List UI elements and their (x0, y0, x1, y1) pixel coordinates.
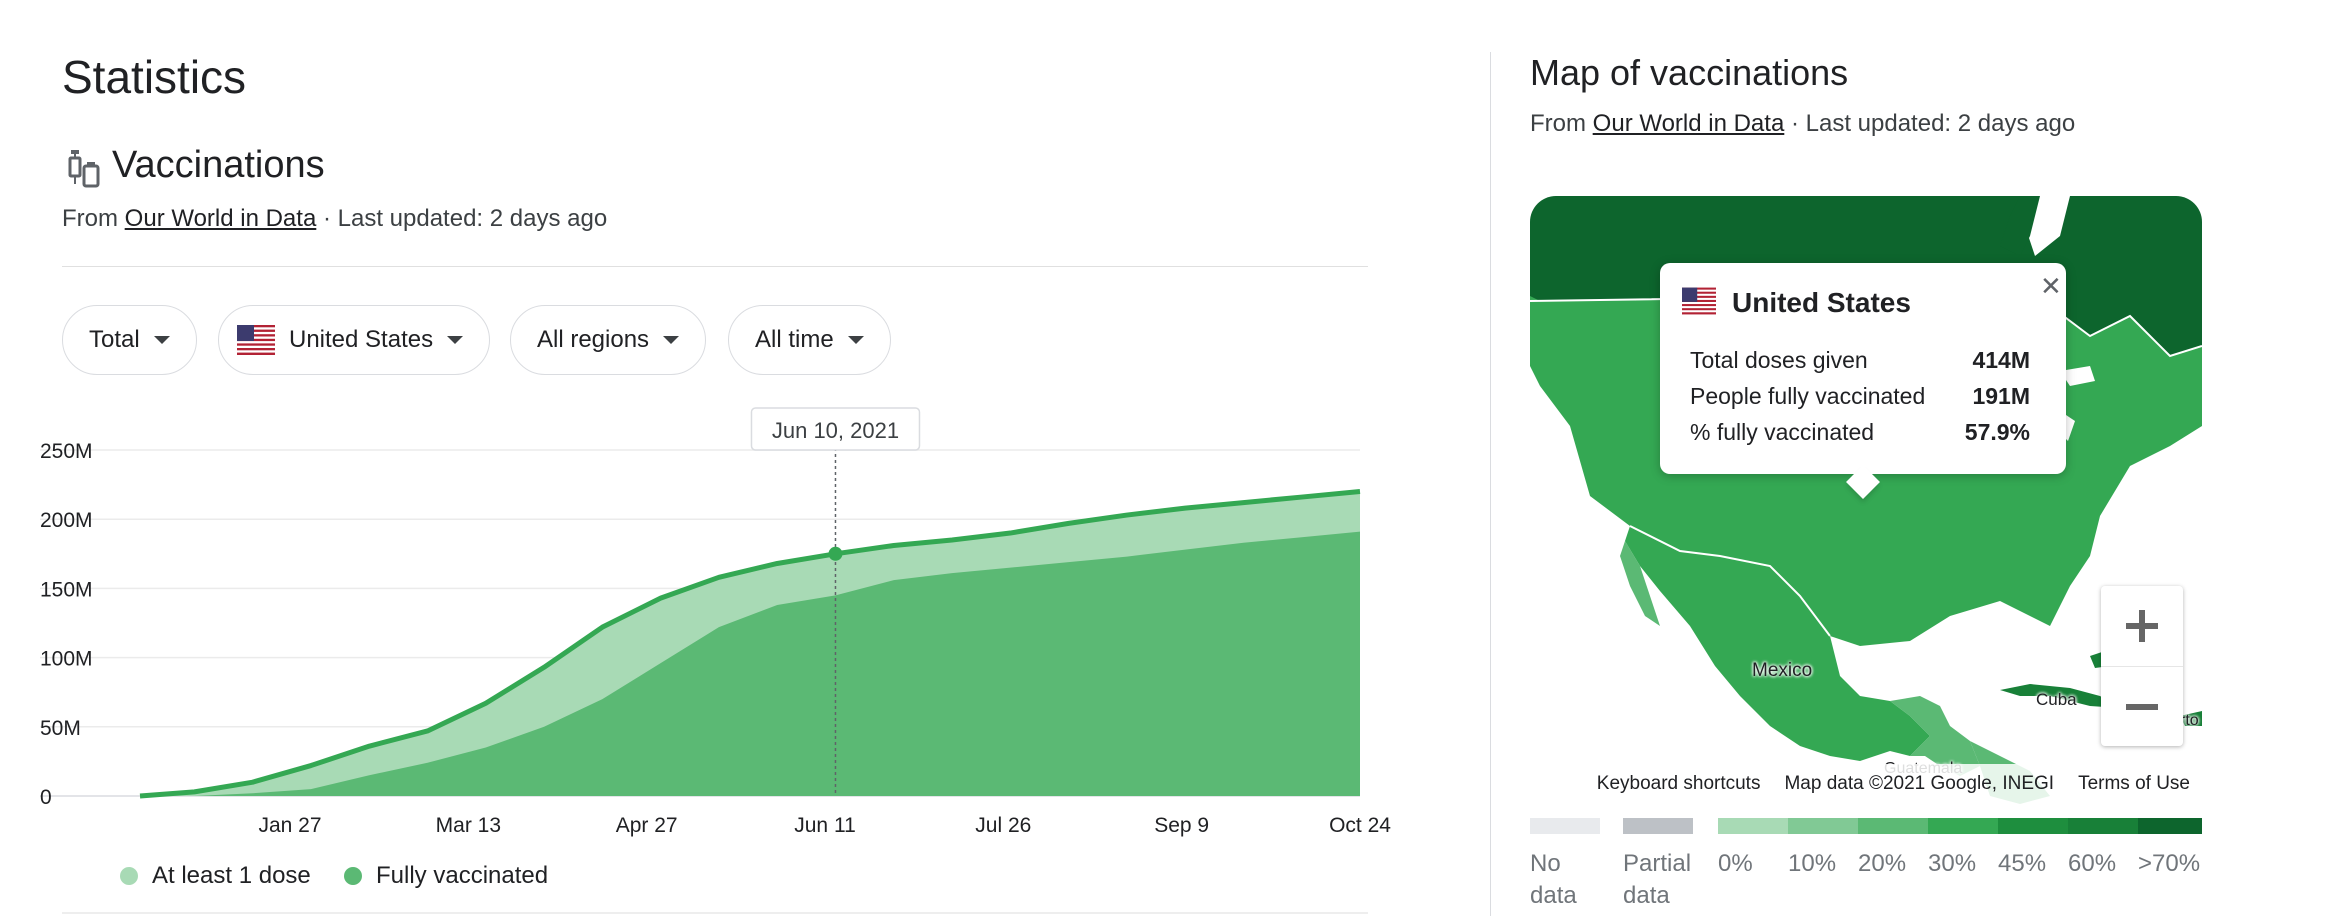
scale-label: 10% (1788, 850, 1837, 877)
source-suffix: · Last updated: 2 days ago (1784, 110, 2076, 137)
scale-label: 45% (1998, 850, 2047, 877)
scale-swatch (1858, 818, 1928, 834)
map-label-mexico: Mexico (1752, 660, 1813, 681)
tooltip-row-value: 57.9% (1964, 419, 2030, 445)
tooltip-row-label: Total doses given (1690, 347, 1868, 373)
filter-label: United States (289, 326, 434, 353)
highlight-point (828, 546, 843, 561)
caret-down-icon (847, 336, 864, 344)
scale-label: 0% (1718, 850, 1753, 877)
tooltip-row: People fully vaccinated 191M (1690, 383, 2030, 410)
x-tick-label: Mar 13 (436, 814, 501, 837)
minus-icon (2126, 704, 2158, 710)
scale-label: 20% (1858, 850, 1907, 877)
y-tick-label: 0 (40, 786, 52, 809)
source-suffix: · Last updated: 2 days ago (316, 205, 608, 232)
divider (62, 266, 1368, 267)
tooltip-row: Total doses given 414M (1690, 347, 2030, 374)
map-label-cuba: Cuba (2036, 690, 2077, 709)
scale-label-partial-data: Partial data (1623, 850, 1692, 909)
source-link[interactable]: Our World in Data (124, 205, 317, 232)
caret-down-icon (153, 336, 170, 344)
country-tooltip: United States ✕ Total doses given 414M P… (1660, 263, 2066, 474)
region-central-america[interactable] (1890, 696, 1980, 776)
legend-label: Fully vaccinated (376, 862, 549, 889)
terms-link[interactable]: Terms of Use (2078, 773, 2190, 794)
filter-time[interactable]: All time (728, 305, 891, 375)
filter-total[interactable]: Total (62, 305, 197, 375)
scale-swatch-partial-data (1623, 818, 1693, 834)
tooltip-row-label: People fully vaccinated (1690, 383, 1926, 409)
close-icon[interactable]: ✕ (2040, 271, 2062, 301)
caret-down-icon (447, 336, 464, 344)
source-prefix: From (1530, 110, 1593, 137)
filter-label: All time (755, 326, 834, 353)
x-tick-label: Jul 26 (975, 814, 1031, 837)
scale-swatch (1928, 818, 1998, 834)
series-area-fully-vaccinated (140, 531, 1360, 796)
scale-swatch (1718, 818, 1788, 834)
filter-regions[interactable]: All regions (510, 305, 707, 375)
caret-down-icon (663, 336, 680, 344)
vaccination-chart[interactable]: 0 50M 100M 150M 200M 250M Jan 27 Mar 13 Apr 27 Ju… (40, 400, 1400, 870)
scale-label: >70% (2138, 850, 2201, 877)
y-tick-label: 200M (40, 509, 93, 532)
legend-dot (120, 867, 138, 885)
scale-label-no-data: No data (1530, 850, 1577, 909)
divider (62, 912, 1368, 914)
legend-dot (344, 867, 362, 885)
x-tick-label: Sep 9 (1154, 814, 1209, 837)
tooltip-row: % fully vaccinated 57.9% (1690, 419, 2030, 446)
scale-swatch (1788, 818, 1858, 834)
us-flag-icon (237, 325, 275, 355)
x-tick-label: Apr 27 (616, 814, 678, 837)
scale-label: 30% (1928, 850, 1977, 877)
y-tick-label: 100M (40, 648, 93, 671)
highlight-tooltip (750, 407, 921, 451)
legend-item-fully-vaccinated: Fully vaccinated (344, 862, 548, 890)
syringe-icon (68, 150, 100, 188)
filter-label: Total (89, 326, 140, 353)
keyboard-shortcuts-link[interactable]: Keyboard shortcuts (1596, 773, 1761, 794)
source-line: From Our World in Data · Last updated: 2… (62, 205, 607, 233)
map-attribution: Map data ©2021 Google, INEGI (1784, 773, 2055, 794)
y-tick-label: 150M (40, 578, 93, 601)
plus-icon (2126, 610, 2158, 642)
map-source-line: From Our World in Data · Last updated: 2… (1530, 110, 2075, 138)
us-flag-icon (1682, 287, 1716, 315)
tooltip-row-value: 191M (1972, 383, 2030, 409)
tooltip-row-label: % fully vaccinated (1690, 419, 1875, 445)
filter-label: All regions (537, 326, 650, 353)
scale-swatch-no-data (1530, 818, 1600, 834)
x-tick-label: Jan 27 (258, 814, 321, 837)
panel-divider (1490, 52, 1491, 916)
region-cuba[interactable] (2000, 684, 2120, 708)
filter-country[interactable]: United States (218, 305, 491, 375)
x-tick-label: Jun 11 (794, 814, 856, 837)
map-source-link[interactable]: Our World in Data (1592, 110, 1785, 137)
zoom-controls (2101, 586, 2183, 746)
scale-swatch (2068, 818, 2138, 834)
zoom-out-button[interactable] (2101, 666, 2183, 747)
y-tick-label: 50M (40, 717, 81, 740)
region-mexico[interactable] (1625, 526, 1930, 761)
page-title: Statistics (62, 51, 247, 103)
series-line-at-least-one-dose (139, 489, 1361, 799)
map-label-puerto-rico: rto (2180, 712, 2199, 729)
x-tick-label: Oct 24 (1329, 814, 1391, 837)
legend-label: At least 1 dose (152, 862, 311, 889)
tooltip-row-value: 414M (1972, 347, 2030, 373)
scale-swatch (2138, 818, 2202, 834)
section-title: Vaccinations (112, 144, 325, 186)
highlight-label: Jun 10, 2021 (772, 418, 899, 443)
map-footer: Keyboard shortcuts Map data ©2021 Google… (1530, 764, 2202, 804)
scale-label: 60% (2068, 850, 2117, 877)
source-prefix: From (62, 205, 125, 232)
legend-item-at-least-one-dose: At least 1 dose (120, 862, 311, 890)
map-title: Map of vaccinations (1530, 52, 1849, 93)
y-tick-label: 250M (40, 440, 93, 463)
zoom-in-button[interactable] (2101, 586, 2183, 666)
scale-swatch (1998, 818, 2068, 834)
tooltip-country: United States (1732, 287, 1911, 318)
